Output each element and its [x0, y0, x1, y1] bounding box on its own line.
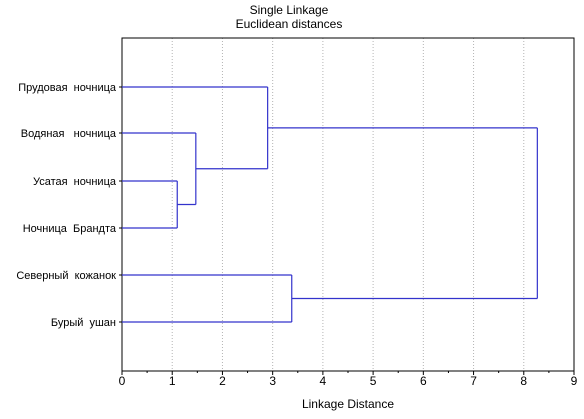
x-tick-label-4: 4 [320, 374, 327, 388]
x-tick-label-0: 0 [119, 374, 126, 388]
x-tick-label-7: 7 [470, 374, 477, 388]
chart-title: Single Linkage [250, 3, 329, 17]
grid-lines [171, 38, 525, 371]
leaf-label-3: Ночница Брандта [23, 223, 117, 235]
x-tick-label-2: 2 [219, 374, 226, 388]
leaf-label-0: Прудовая ночница [18, 82, 117, 94]
leaf-label-2: Усатая ночница [33, 176, 117, 188]
leaf-labels: Прудовая ночница Водяная ночница Усатая но… [16, 82, 122, 329]
leaf-label-5: Бурый ушан [51, 317, 116, 329]
x-tick-label-6: 6 [420, 374, 427, 388]
x-tick-label-3: 3 [269, 374, 276, 388]
dendrogram-links [122, 86, 538, 323]
leaf-label-1: Водяная ночница [21, 128, 117, 140]
x-tick-label-1: 1 [169, 374, 176, 388]
x-tick-label-9: 9 [571, 374, 578, 388]
x-tick-label-5: 5 [370, 374, 377, 388]
x-axis-label: Linkage Distance [302, 397, 394, 411]
x-tick-label-8: 8 [520, 374, 527, 388]
chart-subtitle: Euclidean distances [236, 17, 343, 31]
x-axis-ticks: 0 1 2 3 4 5 6 7 8 9 [119, 371, 578, 388]
leaf-label-4: Северный кожанок [16, 270, 116, 282]
